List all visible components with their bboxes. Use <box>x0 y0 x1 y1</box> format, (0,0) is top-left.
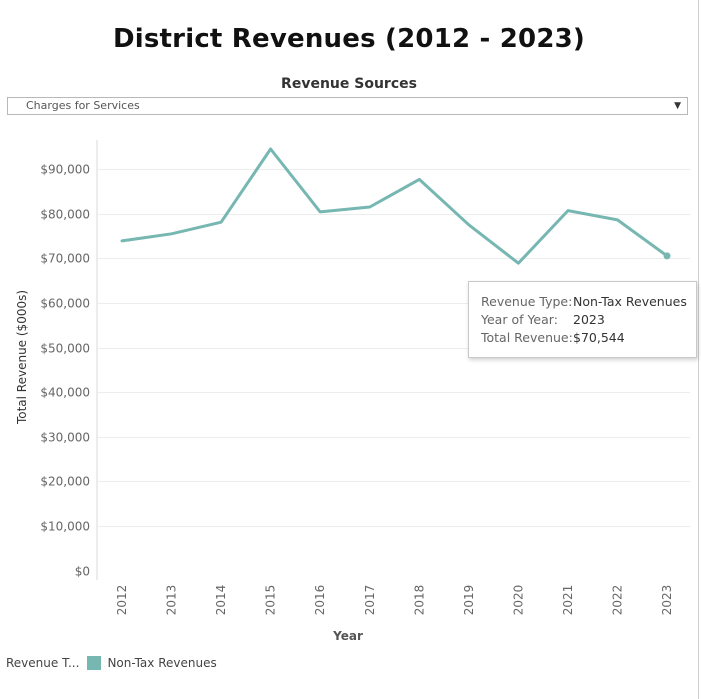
y-tick-label: $0 <box>75 565 90 579</box>
tooltip-row-year: Year of Year: 2023 <box>481 311 696 329</box>
dropdown-selected-value: Charges for Services <box>26 99 140 112</box>
tooltip-value: 2023 <box>573 312 605 327</box>
x-tick-label: 2019 <box>462 585 476 616</box>
data-tooltip: Revenue Type:Non-Tax Revenues Year of Ye… <box>468 281 697 358</box>
x-tick-label: 2013 <box>165 585 179 616</box>
x-tick-label: 2016 <box>313 585 327 616</box>
x-tick-label: 2012 <box>115 585 129 616</box>
panel-border <box>698 0 699 699</box>
legend: Revenue T... Non-Tax Revenues <box>6 655 217 671</box>
tooltip-key: Total Revenue: <box>481 330 573 345</box>
y-tick-label: $90,000 <box>40 163 90 177</box>
filter-title: Revenue Sources <box>281 76 417 92</box>
y-tick-label: $40,000 <box>40 386 90 400</box>
caret-down-icon: ▼ <box>674 101 681 111</box>
x-tick-label: 2021 <box>561 585 575 616</box>
tooltip-row-total-revenue: Total Revenue:$70,544 <box>481 329 696 347</box>
x-tick-label: 2020 <box>511 585 525 616</box>
tooltip-value: $70,544 <box>573 330 625 345</box>
y-tick-label: $20,000 <box>40 475 90 489</box>
revenue-sources-dropdown[interactable]: Charges for Services ▼ <box>7 97 688 115</box>
x-tick-label: 2022 <box>611 585 625 616</box>
x-axis-label: Year <box>333 629 363 643</box>
y-tick-label: $60,000 <box>40 297 90 311</box>
y-tick-label: $10,000 <box>40 520 90 534</box>
y-axis-label: Total Revenue ($000s) <box>15 289 29 425</box>
x-tick-label: 2017 <box>363 585 377 616</box>
series-line-non-tax-revenues <box>120 147 669 265</box>
y-tick-label: $50,000 <box>40 342 90 356</box>
line-chart: $0 $10,000 $20,000 $30,000 $40,000 $50,000 $60… <box>40 140 690 616</box>
x-tick-label: 2014 <box>214 585 228 616</box>
x-tick-label: 2023 <box>660 585 674 616</box>
x-tick-label: 2018 <box>412 585 426 616</box>
legend-title: Revenue T... <box>6 656 80 670</box>
y-tick-label: $30,000 <box>40 431 90 445</box>
x-tick-label: 2015 <box>264 585 278 616</box>
legend-item-label[interactable]: Non-Tax Revenues <box>107 656 217 670</box>
tooltip-key: Revenue Type: <box>481 294 573 309</box>
page-title: District Revenues (2012 - 2023) <box>112 24 586 54</box>
y-tick-label: $70,000 <box>40 252 90 266</box>
legend-swatch[interactable] <box>87 656 102 670</box>
tooltip-value: Non-Tax Revenues <box>573 294 687 309</box>
tooltip-row-revenue-type: Revenue Type:Non-Tax Revenues <box>481 293 696 311</box>
y-tick-label: $80,000 <box>40 208 90 222</box>
highlighted-data-point[interactable] <box>663 252 671 260</box>
tooltip-key: Year of Year: <box>481 312 558 327</box>
